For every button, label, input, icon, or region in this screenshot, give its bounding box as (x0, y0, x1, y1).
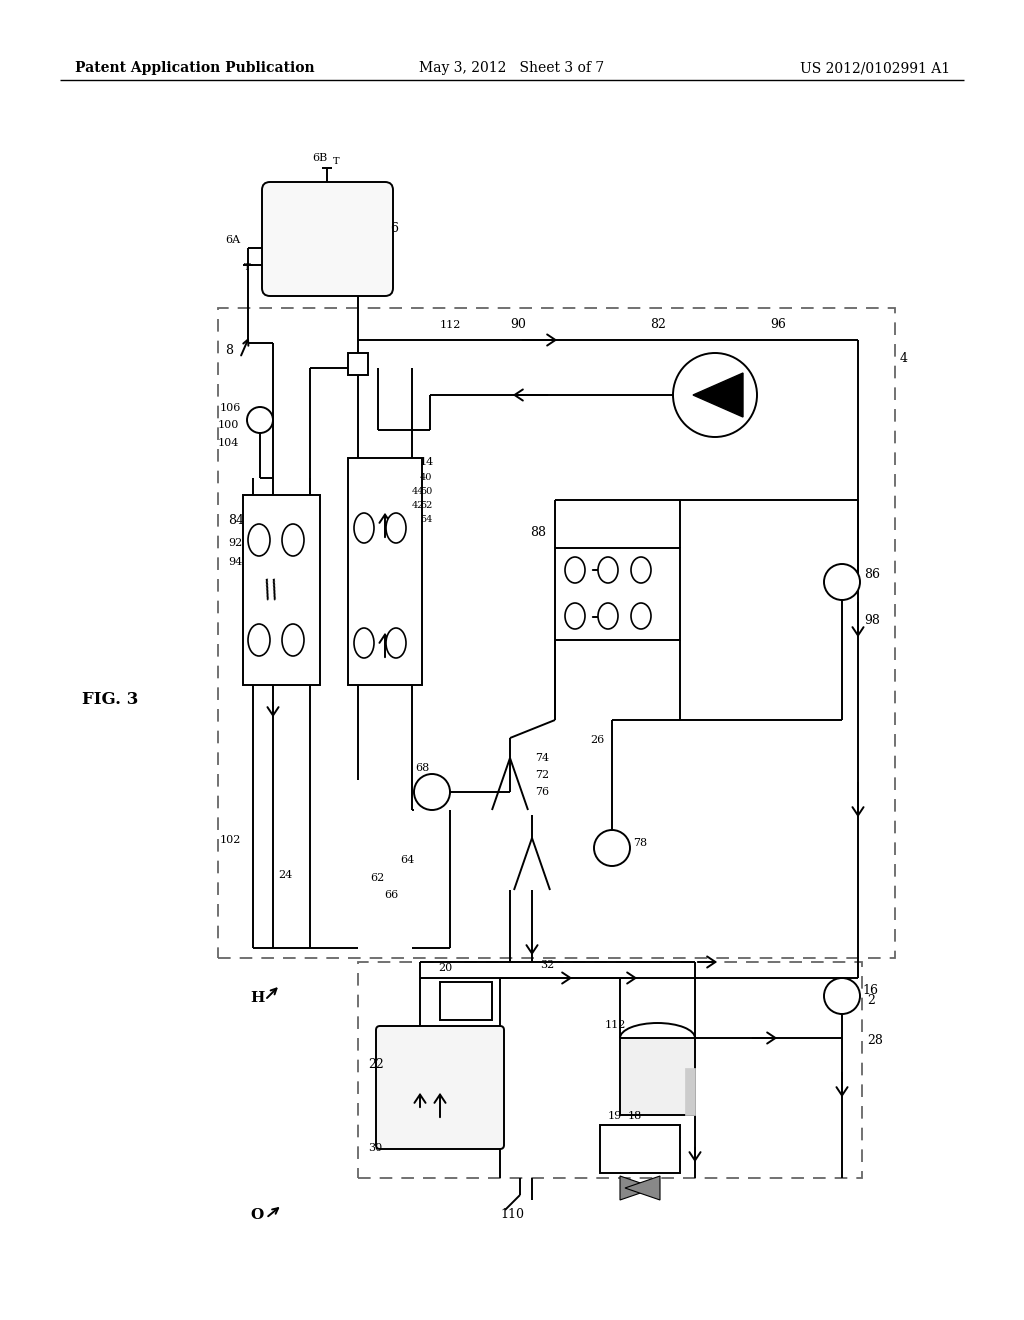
Bar (685, 1068, 695, 1115)
Text: 19: 19 (608, 1111, 623, 1121)
Text: 26: 26 (590, 735, 604, 744)
Text: 6A: 6A (225, 235, 240, 246)
Text: US 2012/0102991 A1: US 2012/0102991 A1 (800, 61, 950, 75)
Text: 54: 54 (420, 516, 432, 524)
Text: 42: 42 (412, 502, 425, 511)
Ellipse shape (282, 624, 304, 656)
Circle shape (824, 978, 860, 1014)
Ellipse shape (248, 524, 270, 556)
Bar (243, 495, 319, 685)
Text: Patent Application Publication: Patent Application Publication (75, 61, 314, 75)
Ellipse shape (386, 513, 406, 543)
Text: 2: 2 (867, 994, 874, 1006)
Text: 66: 66 (384, 890, 398, 900)
Ellipse shape (565, 603, 585, 630)
Text: 40: 40 (420, 474, 432, 483)
Text: 96: 96 (770, 318, 785, 331)
Text: 50: 50 (420, 487, 432, 496)
Circle shape (247, 407, 273, 433)
Text: 8: 8 (225, 343, 233, 356)
Text: 84: 84 (228, 513, 244, 527)
Circle shape (414, 774, 450, 810)
Text: 112: 112 (605, 1020, 627, 1030)
Bar (348, 458, 422, 685)
Text: 98: 98 (864, 614, 880, 627)
Text: 100: 100 (218, 420, 240, 430)
Bar (600, 1125, 680, 1173)
Text: 82: 82 (650, 318, 666, 331)
Text: 74: 74 (535, 752, 549, 763)
Bar (218, 308, 895, 958)
Text: 106: 106 (220, 403, 242, 413)
Text: 72: 72 (535, 770, 549, 780)
Text: 68: 68 (415, 763, 429, 774)
Text: 32: 32 (540, 960, 554, 970)
Ellipse shape (565, 557, 585, 583)
Ellipse shape (282, 524, 304, 556)
Bar (348, 352, 368, 375)
FancyBboxPatch shape (376, 1026, 504, 1148)
Text: 92: 92 (228, 539, 243, 548)
Text: 52: 52 (420, 502, 432, 511)
Text: T: T (244, 264, 251, 272)
Text: 6: 6 (390, 222, 398, 235)
Ellipse shape (386, 628, 406, 657)
Text: 90: 90 (510, 318, 526, 331)
Ellipse shape (248, 624, 270, 656)
Text: 62: 62 (370, 873, 384, 883)
Bar (555, 548, 680, 640)
Ellipse shape (631, 603, 651, 630)
Circle shape (824, 564, 860, 601)
Text: FIG. 3: FIG. 3 (82, 692, 138, 709)
Ellipse shape (598, 603, 618, 630)
Text: 104: 104 (218, 438, 240, 447)
Text: /: / (260, 577, 276, 603)
Text: 44: 44 (412, 487, 425, 496)
Text: 110: 110 (500, 1209, 524, 1221)
Text: H: H (250, 991, 264, 1005)
Text: 6B: 6B (312, 153, 328, 162)
Ellipse shape (354, 628, 374, 657)
Text: 88: 88 (530, 527, 546, 540)
Text: T: T (333, 157, 340, 166)
Text: 28: 28 (867, 1034, 883, 1047)
Text: 76: 76 (535, 787, 549, 797)
Ellipse shape (598, 557, 618, 583)
Text: O: O (250, 1208, 263, 1222)
Text: 14: 14 (420, 457, 434, 467)
Circle shape (594, 830, 630, 866)
Ellipse shape (631, 557, 651, 583)
Text: 4: 4 (900, 351, 908, 364)
Text: 18: 18 (628, 1111, 642, 1121)
Text: 16: 16 (862, 983, 878, 997)
Text: 20: 20 (438, 964, 453, 973)
Bar (358, 962, 862, 1177)
Text: May 3, 2012   Sheet 3 of 7: May 3, 2012 Sheet 3 of 7 (420, 61, 604, 75)
Bar (620, 1038, 695, 1115)
Ellipse shape (354, 513, 374, 543)
Bar (380, 1030, 500, 1144)
Text: 22: 22 (368, 1059, 384, 1072)
Text: 86: 86 (864, 569, 880, 582)
Text: 102: 102 (220, 836, 242, 845)
Text: 78: 78 (633, 838, 647, 847)
Polygon shape (693, 374, 743, 417)
Bar (440, 982, 492, 1020)
FancyBboxPatch shape (262, 182, 393, 296)
Text: 94: 94 (228, 557, 243, 568)
Text: /: / (267, 577, 283, 603)
Polygon shape (625, 1176, 660, 1200)
Text: 30: 30 (368, 1143, 382, 1152)
Polygon shape (620, 1176, 655, 1200)
Text: 24: 24 (278, 870, 292, 880)
Text: 64: 64 (400, 855, 415, 865)
Circle shape (673, 352, 757, 437)
Text: 112: 112 (440, 319, 462, 330)
